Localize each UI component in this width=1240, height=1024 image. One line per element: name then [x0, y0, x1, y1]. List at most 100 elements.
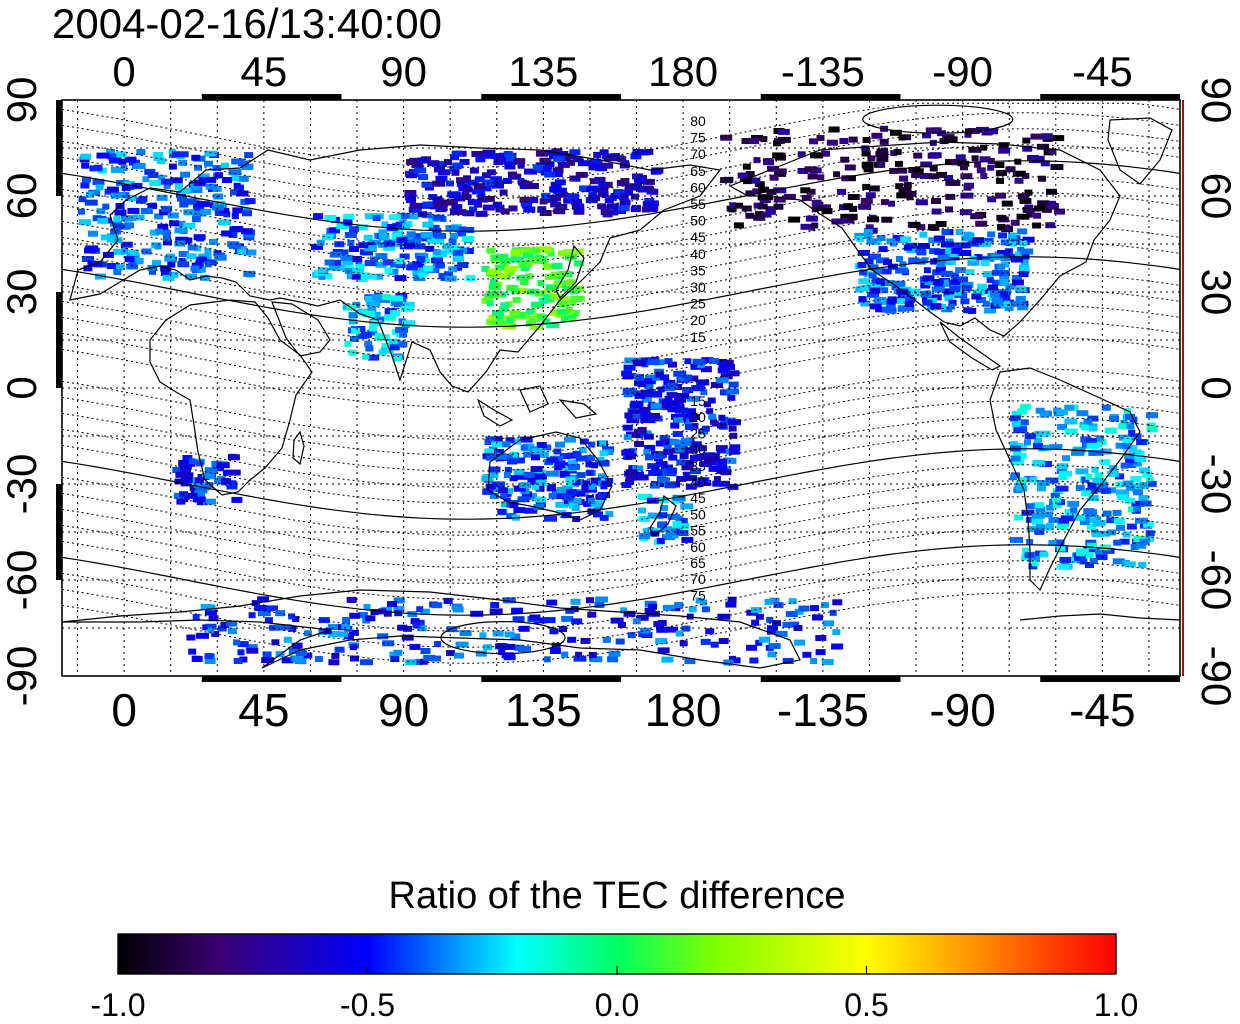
tec-cell — [1116, 524, 1125, 531]
tec-cell — [167, 261, 176, 268]
tec-cell — [1085, 487, 1098, 494]
tec-cell — [1100, 448, 1112, 455]
tec-cell — [449, 233, 458, 239]
tec-cell — [393, 649, 403, 656]
tec-cell — [526, 320, 537, 327]
tec-cell — [1010, 219, 1020, 226]
tec-cell — [708, 465, 718, 472]
tec-cell — [701, 357, 714, 364]
tec-cell — [236, 184, 244, 191]
tec-cell — [667, 513, 680, 520]
tec-cell — [381, 221, 389, 228]
tec-cell — [960, 164, 968, 171]
tec-cell — [669, 467, 677, 474]
tec-cell — [141, 248, 152, 255]
tec-cell — [489, 279, 498, 285]
tec-cell — [664, 395, 673, 402]
tec-cell — [689, 415, 697, 422]
tec-cell — [777, 128, 790, 135]
tec-cell — [789, 621, 800, 628]
tec-cell — [390, 261, 403, 268]
tec-cell — [565, 306, 573, 313]
tec-cell — [897, 167, 908, 174]
tec-cell — [881, 216, 893, 223]
tec-cell — [404, 190, 417, 196]
tec-cell — [649, 413, 661, 419]
tec-cell — [1012, 300, 1023, 307]
tec-cell — [634, 360, 646, 367]
tec-cell — [638, 515, 650, 522]
tec-cell — [968, 146, 982, 153]
tec-cell — [193, 200, 202, 207]
tec-cell — [931, 294, 942, 301]
tec-cell — [811, 206, 819, 213]
tec-cell — [1146, 477, 1154, 484]
tec-cell — [943, 288, 955, 295]
tec-cell — [522, 252, 534, 259]
tec-cell — [454, 195, 466, 202]
tec-cell — [229, 469, 241, 476]
tec-cell — [888, 200, 895, 207]
tec-cell — [1129, 433, 1142, 440]
tec-cell — [434, 166, 445, 173]
top-lon-label: 135 — [508, 48, 578, 95]
tec-cell — [1020, 419, 1029, 426]
tec-cell — [905, 190, 917, 197]
tec-cell — [638, 631, 651, 638]
tec-cell — [435, 175, 448, 182]
tec-cell — [729, 432, 738, 439]
tec-cell — [664, 358, 673, 365]
tec-cell — [187, 244, 198, 251]
tec-cell — [1083, 508, 1095, 515]
tec-cell — [562, 285, 573, 292]
tec-cell — [161, 178, 173, 185]
tec-cell — [532, 484, 540, 491]
tec-cell — [425, 245, 435, 252]
tec-cell — [528, 315, 541, 322]
tec-cell — [968, 240, 980, 247]
contour-label-south: 15 — [690, 393, 706, 409]
tec-cell — [292, 656, 304, 663]
tec-cell — [717, 458, 727, 465]
tec-cell — [1096, 435, 1104, 442]
tec-cell — [80, 153, 92, 160]
tec-cell — [816, 135, 825, 141]
tec-cell — [418, 272, 426, 279]
tec-cell — [568, 463, 580, 470]
tec-cell — [1046, 203, 1059, 210]
tec-cell — [485, 483, 496, 490]
tec-cell — [990, 290, 1002, 297]
tec-cell — [528, 493, 536, 500]
tec-cell — [563, 197, 575, 204]
tec-cell — [929, 152, 942, 159]
tec-cell — [542, 294, 551, 301]
tec-cell — [554, 179, 566, 186]
top-axis-segment — [1040, 94, 1180, 100]
tec-cell — [1060, 515, 1074, 522]
tec-cell — [232, 207, 244, 214]
tec-cell — [655, 440, 664, 447]
tec-cell — [1125, 413, 1135, 420]
tec-cell — [95, 184, 104, 191]
tec-cell — [518, 287, 527, 294]
tec-cell — [539, 210, 552, 216]
tec-cell — [588, 441, 596, 448]
tec-cell — [673, 370, 687, 377]
tec-cell — [200, 208, 212, 215]
tec-cell — [600, 209, 609, 215]
tec-cell — [526, 288, 539, 295]
tec-cell — [204, 467, 218, 474]
tec-cell — [598, 460, 610, 467]
tec-cell — [934, 248, 946, 255]
tec-cell — [908, 257, 920, 264]
tec-cell — [503, 159, 517, 165]
tec-cell — [1087, 415, 1099, 422]
tec-cell — [1057, 463, 1068, 470]
tec-cell — [1059, 556, 1072, 563]
tec-cell — [960, 281, 974, 288]
tec-cell — [809, 138, 818, 145]
tec-cell — [500, 258, 511, 264]
magnetic-contour — [62, 192, 1180, 264]
tec-cell — [494, 448, 504, 455]
tec-cell — [416, 256, 426, 262]
